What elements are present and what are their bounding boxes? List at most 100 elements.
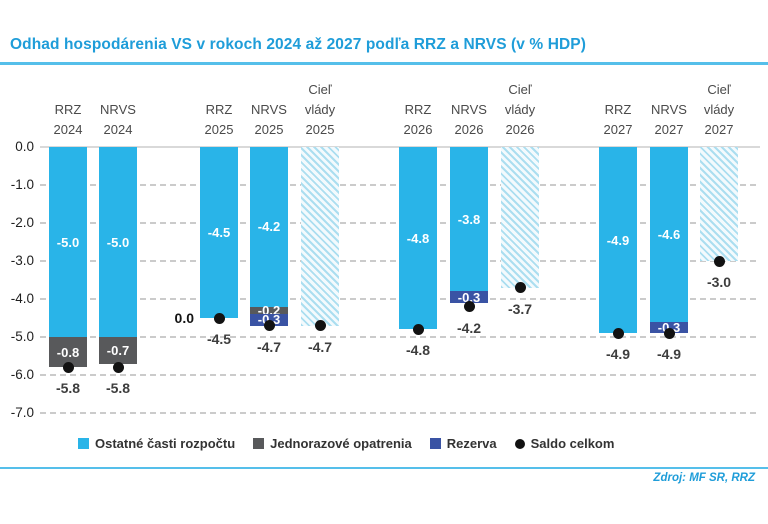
saldo-value-label: -5.8 [55,380,81,397]
segment-value-label: -4.2 [257,219,281,235]
column-header-line: 2027 [654,122,684,137]
bar-segment-jednorazove: -0.2 [250,302,288,318]
column-header-line: 2026 [403,122,433,137]
column-header-nrvs-2024: NRVS 2024 [84,100,152,140]
column-header-line: Cieľ [508,82,532,97]
bar-segment-ostatne: -3.8 [450,147,488,292]
column-header-line: 2027 [704,122,734,137]
column-header-line: NRVS [651,102,687,117]
y-axis-label: 0.0 [15,139,34,154]
gridline [40,374,760,376]
column-header-ciel-vlady-2025: Cieľ vlády 2025 [286,80,354,140]
column-header-line: 2025 [254,122,284,137]
saldo-value-label: -4.5 [206,331,232,347]
segment-value-label: -4.5 [207,225,231,240]
column-header-line: vlády [703,102,735,117]
y-axis-label: -3.0 [10,253,34,268]
column-header-line: RRZ [205,102,233,117]
column-header-nrvs-2025: NRVS 2025 [235,100,303,140]
segment-value-label: -0.3 [258,313,280,326]
column-header-line: 2026 [454,122,484,137]
column-header-line: RRZ [604,102,632,117]
column-header-line: Cieľ [707,82,731,97]
saldo-dot [62,361,74,373]
segment-value-label-outside: 0.0 [174,310,194,326]
saldo-value-label: -4.7 [256,338,282,355]
y-axis-label: -6.0 [10,367,34,382]
saldo-value-label: -4.9 [656,346,682,363]
bar-segment-jednorazove: -0.7 [99,337,137,364]
column-header-line: RRZ [404,102,432,117]
bar-segment-ostatne: -4.5 [200,147,238,318]
legend-label: Saldo celkom [530,436,615,451]
saldo-dot [663,327,675,339]
segment-value-label: -0.3 [457,289,481,305]
column-header-line: 2025 [204,122,234,137]
target-bar-ciel-vlady-2025 [301,147,339,326]
segment-value-label: -5.0 [106,234,130,250]
bar-segment-ostatne: -5.0 [99,147,137,337]
target-bar-ciel-vlady-2026 [501,147,539,288]
saldo-dot [713,255,725,267]
saldo-value-label: -3.0 [706,274,732,290]
column-header-nrvs-2027: NRVS 2027 [635,100,703,140]
legend-item-jednorazove-opatrenia: Jednorazové opatrenia [253,436,412,451]
segment-value-label: -0.8 [56,344,80,360]
saldo-dot [314,320,326,332]
bar-segment-rezerva: -0.3 [650,321,688,334]
column-header-line: 2024 [53,122,83,137]
y-axis-label: -1.0 [10,177,34,192]
legend-label: Jednorazové opatrenia [270,436,412,451]
column-header-line: vlády [304,102,336,117]
segment-value-label: -4.8 [406,230,430,246]
bar-segment-ostatne: -4.8 [399,147,437,330]
saldo-value-label: -3.7 [507,300,533,317]
legend-label: Rezerva [446,436,497,451]
saldo-value-label: -5.8 [105,380,131,397]
legend-square-icon [253,438,265,449]
column-header-rrz-2027: RRZ 2027 [584,100,652,140]
saldo-dot [412,323,424,335]
column-header-rrz-2024: RRZ 2024 [34,100,102,140]
column-header-rrz-2025: RRZ 2025 [185,100,253,140]
segment-value-label: -4.9 [606,232,630,248]
column-header-line: NRVS [451,102,487,117]
bar-segment-rezerva: -0.3 [450,289,488,305]
column-header-line: Cieľ [308,82,332,97]
gridline [40,412,760,414]
bar-segment-rezerva: -0.3 [250,313,288,326]
legend-item-ostatne-casti-rozpoctu: Ostatné časti rozpočtu [78,436,235,451]
saldo-dot [514,282,526,294]
saldo-dot [213,312,225,324]
bar-segment-ostatne: -4.6 [650,147,688,322]
segment-value-label: -0.2 [257,302,281,318]
column-header-ciel-vlady-2027: Cieľ vlády 2027 [685,80,753,140]
saldo-dot [612,327,624,339]
segment-value-label: -0.3 [658,321,680,334]
saldo-dot [463,301,475,313]
column-header-line: 2026 [505,122,535,137]
bar-segment-ostatne: -4.2 [250,147,288,307]
column-header-nrvs-2026: NRVS 2026 [435,100,503,140]
legend-square-icon [429,438,441,449]
legend-item-rezerva: Rezerva [429,436,497,451]
target-bar-ciel-vlady-2027 [700,147,738,261]
y-axis-label: -5.0 [10,329,34,344]
segment-value-label: -0.7 [106,342,130,358]
legend-label: Ostatné časti rozpočtu [95,436,236,451]
saldo-dot [263,320,275,332]
saldo-value-label: -4.8 [405,342,431,359]
saldo-value-label: -4.9 [605,346,631,363]
bar-segment-ostatne: -4.9 [599,147,637,334]
segment-value-label: -3.8 [457,211,481,227]
gridline [40,336,760,338]
legend-dot-icon [514,438,525,449]
y-axis-label: -4.0 [10,291,34,306]
y-axis-label: -7.0 [10,405,34,420]
column-header-ciel-vlady-2026: Cieľ vlády 2026 [486,80,554,140]
column-header-line: 2027 [603,122,633,137]
chart-title: Odhad hospodárenia VS v rokoch 2024 až 2… [10,36,587,53]
column-header-line: 2024 [103,122,133,137]
column-header-line: RRZ [54,102,82,117]
